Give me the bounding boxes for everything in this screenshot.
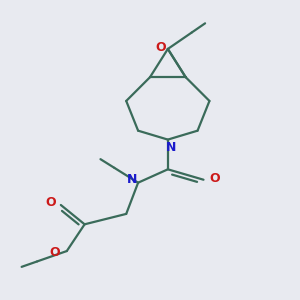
Text: O: O	[209, 172, 220, 185]
Text: O: O	[50, 246, 60, 259]
Text: N: N	[127, 173, 137, 186]
Text: N: N	[166, 140, 176, 154]
Text: O: O	[155, 41, 166, 54]
Text: O: O	[45, 196, 56, 208]
